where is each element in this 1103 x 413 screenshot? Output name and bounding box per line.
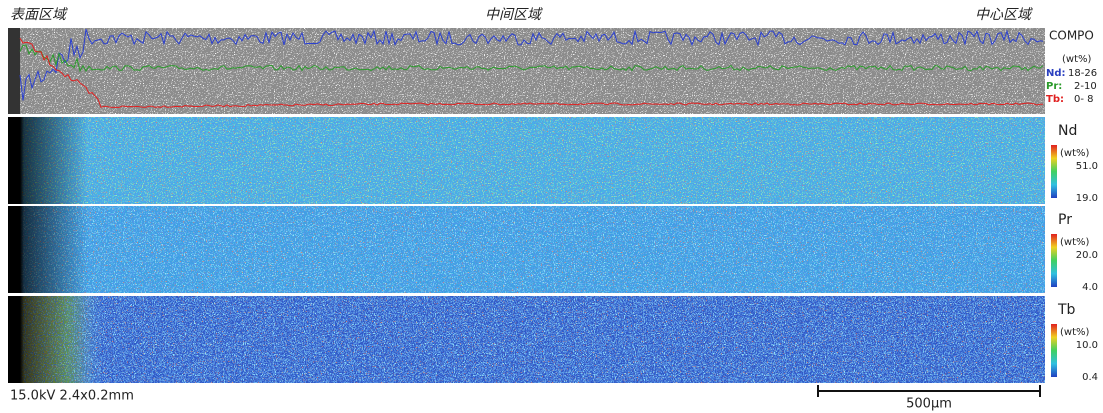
surface-edge xyxy=(8,117,88,204)
micrograph-page: 表面区域 中间区域 中心区域 COMPO (wt%) Nd: 18-26 Pr:… xyxy=(0,0,1103,413)
legend-label: Pr: xyxy=(1046,81,1062,92)
compo-unit: (wt%) xyxy=(1062,54,1092,65)
map-min: 0.4 xyxy=(1082,372,1098,383)
map-unit: (wt%) xyxy=(1060,327,1090,338)
color-bar xyxy=(1051,234,1057,287)
element-map: Nd (wt%) 51.0 19.0 xyxy=(8,117,1098,204)
map-unit: (wt%) xyxy=(1060,148,1090,159)
legend-range: 2-10 xyxy=(1074,81,1097,92)
surface-edge xyxy=(8,206,88,293)
scale-label: 500μm xyxy=(906,397,952,412)
surface-edge xyxy=(8,28,20,114)
legend-range: 0- 8 xyxy=(1074,94,1094,105)
color-bar xyxy=(1051,324,1057,377)
element-label: Nd xyxy=(1058,123,1077,139)
element-label: Tb xyxy=(1057,302,1076,318)
element-label: Pr xyxy=(1058,212,1072,228)
element-maps: Nd (wt%) 51.0 19.0 Pr (wt%) 20.0 4.0 Tb (wt%) 10.0… xyxy=(8,117,1098,383)
map-max: 51.0 xyxy=(1076,161,1098,172)
legend-label: Nd: xyxy=(1046,68,1066,79)
compo-title: COMPO xyxy=(1049,29,1094,43)
map-unit: (wt%) xyxy=(1060,237,1090,248)
map-min: 19.0 xyxy=(1076,193,1098,204)
color-bar xyxy=(1051,145,1057,198)
map-specks xyxy=(8,117,1045,204)
surface-edge xyxy=(8,296,88,383)
map-max: 20.0 xyxy=(1076,250,1098,261)
map-min: 4.0 xyxy=(1082,282,1098,293)
element-map: Pr (wt%) 20.0 4.0 xyxy=(8,206,1098,293)
region-labels: 表面区域 中间区域 中心区域 xyxy=(10,7,1033,23)
legend-label: Tb: xyxy=(1046,94,1064,105)
conditions: 15.0kV 2.4x0.2mm xyxy=(10,389,134,404)
map-specks xyxy=(8,296,1045,383)
region-label: 中间区域 xyxy=(485,7,543,23)
footer: 15.0kV 2.4x0.2mm 500μm xyxy=(10,385,1040,412)
map-max: 10.0 xyxy=(1076,340,1098,351)
region-label: 中心区域 xyxy=(975,7,1033,23)
element-map: Tb (wt%) 10.0 0.4 xyxy=(8,296,1098,383)
map-specks xyxy=(8,206,1045,293)
compo-panel: COMPO (wt%) Nd: 18-26 Pr: 2-10 Tb: 0- 8 xyxy=(8,28,1097,114)
legend-range: 18-26 xyxy=(1068,68,1097,79)
region-label: 表面区域 xyxy=(10,7,68,23)
